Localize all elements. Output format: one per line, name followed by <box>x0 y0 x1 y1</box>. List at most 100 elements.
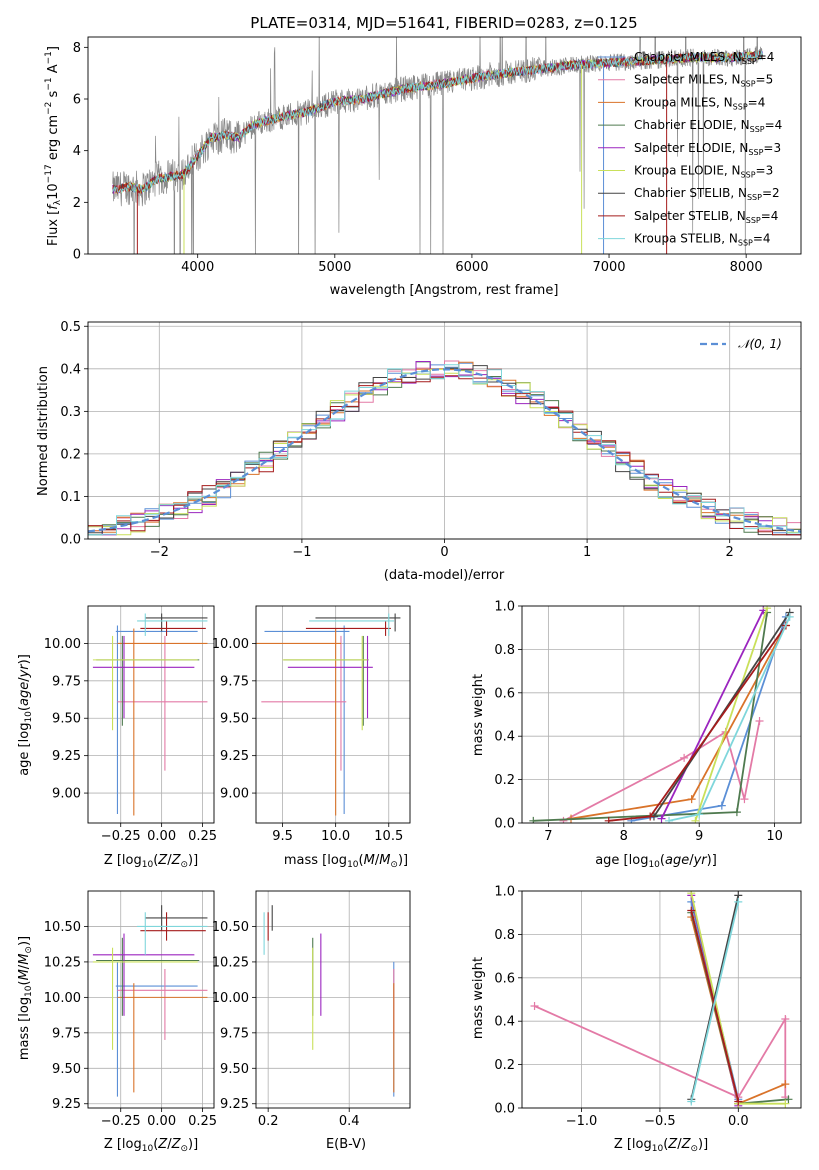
x-tick-label: −2 <box>150 545 169 560</box>
x-tick-label: 0.2 <box>258 1114 279 1129</box>
weight-marker-salpeter_elodie <box>657 814 666 823</box>
x-tick-label: 9.5 <box>272 829 293 844</box>
y-tick-label: 10.50 <box>44 920 81 935</box>
y-tick-label: 0.2 <box>494 773 515 788</box>
axes-frame <box>255 890 411 1109</box>
weight-marker-salpeter_miles <box>781 1015 790 1024</box>
error-bars <box>263 905 395 1097</box>
x-tick-label: 0.4 <box>339 1114 360 1129</box>
y-tick-label: 9.50 <box>220 712 249 727</box>
y-tick-label: 9.75 <box>52 674 81 689</box>
weight-marker-kroupa_stelib <box>695 810 704 819</box>
y-tick-label: 9.25 <box>220 749 249 764</box>
axes-frame <box>87 890 215 1109</box>
weight-marker-chabrier_elodie <box>784 1095 793 1104</box>
legend-label-chabrier_miles: Chabrier MILES, NSSP=4 <box>634 50 774 66</box>
y-tick-label: 10.50 <box>212 920 249 935</box>
weight-vs-z-ylabel: mass weight <box>471 957 486 1039</box>
y-tick-label: 9.25 <box>220 1097 249 1112</box>
age-vs-z-xlabel: Z [log10(Z/Z⊙)] <box>104 853 198 870</box>
weight-marker-kroupa_stelib <box>734 897 743 906</box>
x-tick-label: −1 <box>292 545 311 560</box>
x-tick-label: 0.00 <box>147 829 176 844</box>
x-tick-label: 10 <box>766 829 783 844</box>
x-tick-label: 0.00 <box>147 1114 176 1129</box>
x-tick-label: 7000 <box>592 260 625 275</box>
weight-line-salpeter_miles <box>534 1005 787 1099</box>
y-tick-label: 9.75 <box>220 1026 249 1041</box>
weight-marker-kroupa_elodie <box>763 606 772 613</box>
y-tick-label: 0.8 <box>494 643 515 658</box>
axes-frame <box>255 605 411 824</box>
x-tick-label: 0.0 <box>728 1114 749 1129</box>
spectrum-legend: Chabrier MILES, NSSP=4 Salpeter MILES, NS… <box>598 50 782 248</box>
x-tick-label: 5000 <box>318 260 351 275</box>
residuals-series <box>88 360 801 536</box>
y-tick-label: 10.00 <box>212 637 249 652</box>
y-tick-label: 9.25 <box>52 749 81 764</box>
weight-marker-kroupa_stelib <box>785 612 794 621</box>
y-tick-label: 0.4 <box>494 1015 515 1030</box>
residuals-ylabel: Normed distribution <box>36 366 51 496</box>
weight-marker-chabrier_miles <box>717 801 726 810</box>
y-tick-label: 0.2 <box>494 1058 515 1073</box>
axes-frame <box>87 321 802 540</box>
residuals-xlabel: (data-model)/error <box>384 568 505 583</box>
x-tick-label: 0.25 <box>188 1114 217 1129</box>
y-tick-label: 6 <box>73 93 81 108</box>
axes-frame <box>521 890 802 1109</box>
mass-vs-z-ylabel: mass [log10(M/M⊙)] <box>17 936 34 1060</box>
y-tick-label: 0.0 <box>494 817 515 832</box>
residuals-plot: −2 −1 0 1 2 0.0 0.1 0.2 0.3 0.4 0.5 𝒩(0, 1) <box>60 320 802 560</box>
weight-marker-salpeter_stelib <box>604 816 613 823</box>
weight-line-kroupa_elodie <box>694 607 768 822</box>
weight-series <box>530 891 793 1108</box>
age-vs-mass-xlabel: mass [log10(M/M⊙)] <box>284 853 408 870</box>
x-tick-label: 10.0 <box>321 829 350 844</box>
legend-label-normal: 𝒩(0, 1) <box>738 337 782 351</box>
axes-frame <box>87 36 802 255</box>
weight-marker-salpeter_miles <box>530 1002 539 1011</box>
y-tick-label: 9.50 <box>52 712 81 727</box>
y-tick-label: 0.8 <box>494 928 515 943</box>
weight-marker-salpeter_miles <box>740 795 749 804</box>
spectrum-ylabel: Flux [fλ10−17 erg cm−2 s−1 A−1] <box>44 46 63 246</box>
y-tick-label: 0.6 <box>494 971 515 986</box>
mass-vs-ebv-plot: 0.2 0.4 9.25 9.50 9.75 10.00 10.25 10.50 <box>212 890 411 1129</box>
weight-line-salpeter_stelib <box>690 910 740 1102</box>
weight-marker-kroupa_elodie <box>781 1099 790 1108</box>
y-tick-label: 0 <box>73 248 81 263</box>
weight-marker-salpeter_miles <box>680 753 689 762</box>
x-tick-label: 6000 <box>455 260 488 275</box>
error-bars <box>256 613 401 816</box>
spectrum-title: PLATE=0314, MJD=51641, FIBERID=0283, z=0… <box>250 14 637 32</box>
weight-marker-salpeter_stelib <box>646 812 655 821</box>
weight-marker-kroupa_miles <box>781 1080 790 1089</box>
legend-label-salpeter_miles: Salpeter MILES, NSSP=5 <box>634 73 773 89</box>
weight-vs-z-plot: −1.0 −0.5 0.0 0.0 0.2 0.4 0.6 0.8 1.0 <box>494 885 802 1129</box>
weight-marker-kroupa_elodie <box>687 891 696 898</box>
x-tick-label: 0.25 <box>188 829 217 844</box>
x-tick-label: −0.25 <box>101 829 141 844</box>
y-tick-label: 4 <box>73 144 81 159</box>
weight-marker-chabrier_elodie <box>732 808 741 817</box>
weight-marker-kroupa_miles <box>687 795 696 804</box>
y-tick-label: 9.00 <box>52 787 81 802</box>
weight-marker-salpeter_miles <box>755 717 764 726</box>
mass-vs-z-xlabel: Z [log10(Z/Z⊙)] <box>104 1137 198 1154</box>
weight-line-kroupa_stelib <box>690 901 740 1102</box>
age-vs-z-ylabel: age [log10(age/yr)] <box>17 654 34 776</box>
spectrum-axes: 4000 5000 6000 7000 8000 0 2 4 6 8 <box>73 36 802 275</box>
x-tick-label: 4000 <box>181 260 214 275</box>
model-spectrum-kroupa_stelib <box>112 50 763 194</box>
y-tick-label: 0.0 <box>60 533 81 548</box>
y-tick-label: 10.00 <box>44 637 81 652</box>
error-bars <box>92 613 208 816</box>
y-tick-label: 9.75 <box>52 1026 81 1041</box>
legend-label-chabrier_elodie: Chabrier ELODIE, NSSP=4 <box>634 118 782 134</box>
weight-marker-kroupa_stelib <box>687 1097 696 1106</box>
axes-frame <box>521 605 802 824</box>
weight-marker-salpeter_stelib <box>734 1097 743 1106</box>
y-tick-label: 9.50 <box>52 1062 81 1077</box>
